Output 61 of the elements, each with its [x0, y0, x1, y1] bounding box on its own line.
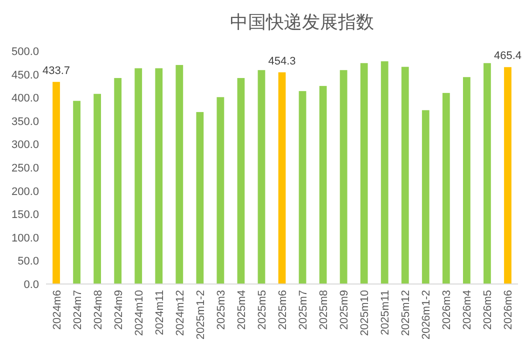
bar — [52, 82, 60, 284]
x-tick-label: 2025m12 — [400, 290, 412, 336]
bar — [134, 68, 142, 284]
x-tick-label: 2025m11 — [380, 290, 392, 336]
data-label: 454.3 — [268, 55, 296, 68]
x-tick-label: 2026m6 — [502, 290, 515, 330]
x-tick-label: 2024m7 — [72, 290, 84, 330]
bar — [94, 94, 101, 284]
x-tick-label: 2025m9 — [338, 290, 351, 330]
bar — [380, 61, 388, 284]
bar — [360, 63, 368, 284]
x-tick-label: 2026m5 — [482, 290, 494, 330]
x-tick-label: 2025m10 — [359, 290, 372, 336]
x-tick-label: 2024m9 — [112, 290, 125, 330]
y-tick-label: 400.0 — [11, 92, 39, 105]
bar — [176, 64, 184, 284]
bar — [155, 68, 163, 284]
bar — [422, 110, 430, 284]
x-tick-label: 2025m4 — [236, 290, 248, 330]
x-tick-label: 2024m6 — [51, 290, 64, 330]
bar — [401, 66, 409, 284]
x-tick-label: 2025m1-2 — [194, 290, 207, 340]
bar — [442, 92, 450, 284]
bar — [504, 67, 512, 284]
y-tick-label: 0.0 — [24, 279, 39, 291]
bar — [216, 97, 224, 284]
x-tick-label: 2025m3 — [215, 290, 228, 330]
x-tick-label: 2024m11 — [154, 290, 166, 336]
bar — [258, 70, 266, 284]
x-tick-label: 2025m6 — [277, 290, 289, 330]
bar — [196, 112, 204, 284]
y-tick-label: 250.0 — [11, 162, 39, 174]
y-tick-label: 100.0 — [11, 232, 39, 244]
x-tick-label: 2025m8 — [318, 290, 330, 330]
y-tick-label: 50.0 — [18, 256, 39, 268]
x-tick-label: 2026m3 — [441, 290, 454, 330]
y-tick-label: 450.0 — [11, 69, 39, 82]
x-tick-label: 2025m5 — [256, 290, 268, 330]
x-tick-label: 2024m10 — [133, 290, 146, 336]
bar — [463, 77, 470, 284]
data-label: 433.7 — [42, 64, 70, 77]
x-tick-label: 2026m4 — [462, 290, 474, 330]
data-label: 465.4 — [494, 50, 522, 62]
x-tick-label: 2024m8 — [92, 290, 104, 330]
y-tick-label: 350.0 — [11, 116, 39, 128]
bar — [114, 78, 122, 284]
bar — [237, 78, 245, 284]
y-tick-label: 300.0 — [11, 139, 39, 152]
chart-title: 中国快递发展指数 — [230, 12, 374, 32]
bar — [278, 72, 286, 284]
y-tick-label: 500.0 — [11, 46, 39, 58]
bar — [484, 63, 491, 284]
x-tick-label: 2026m1-2 — [420, 290, 433, 340]
y-tick-label: 150.0 — [11, 209, 39, 222]
bar — [298, 91, 306, 284]
x-tick-label: 2024m12 — [174, 290, 186, 336]
x-tick-label: 2025m7 — [298, 290, 310, 330]
bar — [319, 86, 327, 284]
bar — [340, 70, 348, 284]
y-tick-label: 200.0 — [11, 186, 39, 198]
bar — [73, 100, 80, 284]
